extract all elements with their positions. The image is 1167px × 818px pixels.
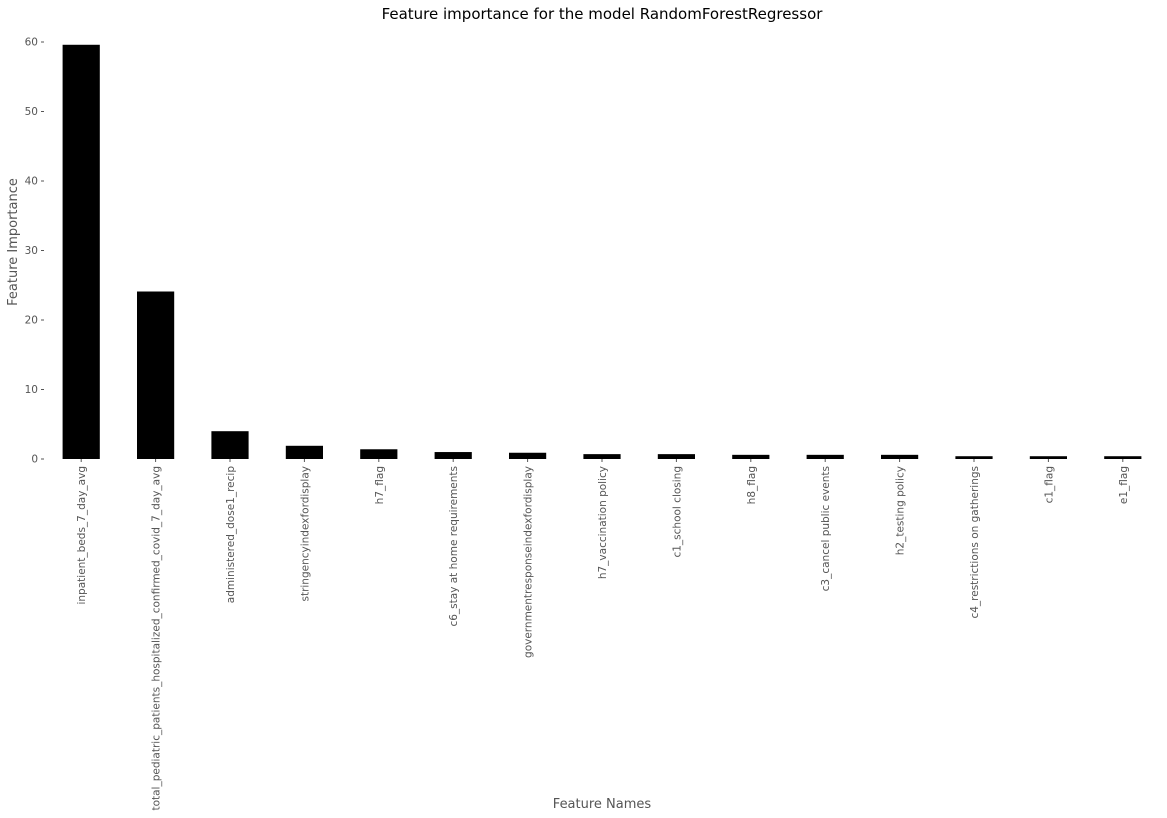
x-tick-label: c4_restrictions on gatherings (969, 466, 981, 619)
bar (211, 431, 249, 459)
x-tick-label: stringencyindexfordisplay (299, 466, 311, 602)
bar (1104, 456, 1142, 459)
bar (285, 445, 323, 459)
x-tick-label: h2_testing policy (895, 466, 907, 555)
x-tick-label: c1_flag (1043, 466, 1055, 503)
bar (955, 456, 993, 459)
y-axis-label: Feature Importance (6, 178, 21, 306)
x-tick-label: h8_flag (746, 466, 758, 504)
x-tick-label: c3_cancel public events (820, 466, 832, 591)
x-axis-label: Feature Names (553, 797, 652, 812)
bar (137, 291, 175, 459)
y-tick-label: 20 (25, 315, 38, 327)
chart-title: Feature importance for the model RandomF… (382, 5, 824, 23)
x-tick-label: c6_stay at home requirements (448, 466, 460, 627)
bar (1029, 456, 1067, 459)
y-tick-label: 30 (25, 245, 38, 257)
bar (657, 454, 695, 459)
x-tick-label: h7_flag (374, 466, 386, 504)
x-tick-label: administered_dose1_recip (225, 466, 237, 604)
y-tick-label: 60 (25, 37, 38, 49)
y-tick-label: 40 (25, 176, 38, 188)
x-tick-label: total_pediatric_patients_hospitalized_co… (151, 466, 163, 811)
x-tick-label: h7_vaccination policy (597, 466, 609, 579)
x-axis: inpatient_beds_7_day_avg total_pediatric_… (76, 459, 1130, 811)
x-tick-label: inpatient_beds_7_day_avg (76, 466, 88, 605)
bar (806, 454, 844, 459)
bar (434, 452, 472, 459)
y-tick-label: 0 (31, 454, 38, 466)
bar (881, 454, 919, 459)
y-tick-label: 50 (25, 106, 38, 118)
y-axis: 0 10 20 30 40 50 60 (25, 37, 44, 466)
x-tick-label: c1_school closing (671, 466, 683, 558)
bar (360, 449, 398, 459)
bar (509, 452, 547, 459)
bar (732, 454, 770, 459)
y-tick-label: 10 (25, 384, 38, 396)
x-tick-label: governmentresponseindexfordisplay (523, 466, 535, 658)
bar (62, 44, 100, 459)
bars (62, 44, 1142, 459)
bar (583, 454, 621, 459)
x-tick-label: e1_flag (1118, 466, 1130, 504)
